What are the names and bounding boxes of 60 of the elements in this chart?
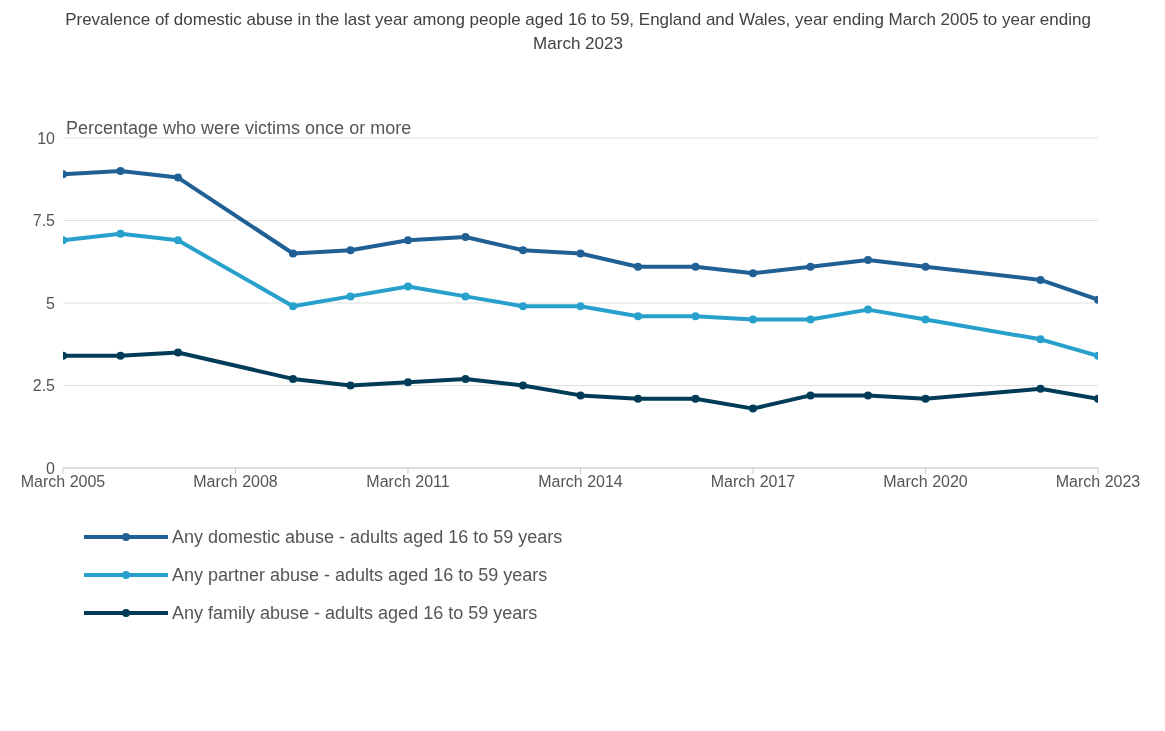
point	[749, 269, 757, 278]
x-tick-label: March 2023	[1055, 473, 1141, 491]
point	[691, 312, 700, 321]
point	[461, 292, 470, 301]
point	[691, 394, 700, 403]
point	[864, 256, 872, 265]
point	[461, 374, 470, 383]
point	[576, 249, 585, 258]
y-tick-label: 5	[46, 294, 56, 312]
x-tick-label: March 2011	[366, 473, 450, 491]
point	[1036, 275, 1045, 284]
point	[404, 378, 412, 387]
point	[289, 249, 297, 258]
y-tick-label: 10	[37, 129, 56, 147]
point	[461, 233, 470, 241]
point	[174, 348, 182, 357]
legend-label: Any domestic abuse - adults aged 16 to 59 years	[172, 526, 563, 548]
legend-label: Any partner abuse - adults aged 16 to 59 years	[172, 564, 548, 586]
x-tick-label: March 2008	[193, 473, 278, 491]
x-tick-label: March 2014	[538, 473, 623, 491]
point	[691, 262, 700, 271]
point	[921, 394, 930, 403]
point	[806, 391, 815, 400]
point	[576, 391, 585, 400]
chart-title: Prevalence of domestic abuse in the last year among people aged 16 to 59, England and Wales, year ending March 2005 to year ending March 2023	[64, 9, 1092, 55]
point	[864, 305, 872, 314]
y-tick-label: 7.5	[32, 212, 56, 230]
point	[289, 374, 297, 383]
point	[519, 381, 527, 390]
point	[1036, 384, 1045, 393]
x-tick-label: March 2020	[883, 473, 968, 491]
point	[864, 391, 872, 400]
x-tick-label: March 2017	[710, 473, 796, 491]
point	[346, 246, 355, 255]
point	[634, 262, 642, 271]
point	[346, 292, 355, 301]
point	[921, 262, 930, 271]
point	[921, 315, 930, 324]
point	[519, 302, 527, 311]
point	[1036, 335, 1045, 344]
point	[116, 229, 125, 238]
legend-label: Any family abuse - adults aged 16 to 59 years	[172, 602, 538, 624]
point	[174, 173, 182, 182]
y-axis-title: Percentage who were victims once or more	[66, 118, 412, 139]
point	[519, 246, 527, 255]
point	[289, 302, 297, 311]
point	[404, 282, 412, 291]
point	[404, 236, 412, 245]
point	[116, 351, 125, 360]
point	[749, 315, 757, 324]
point	[346, 381, 355, 390]
point	[806, 315, 815, 324]
point	[634, 312, 642, 321]
point	[174, 236, 182, 245]
point	[576, 302, 585, 311]
point	[116, 167, 125, 175]
point	[634, 394, 642, 403]
y-tick-label: 2.5	[32, 377, 56, 395]
point	[806, 262, 815, 271]
point	[749, 404, 757, 413]
